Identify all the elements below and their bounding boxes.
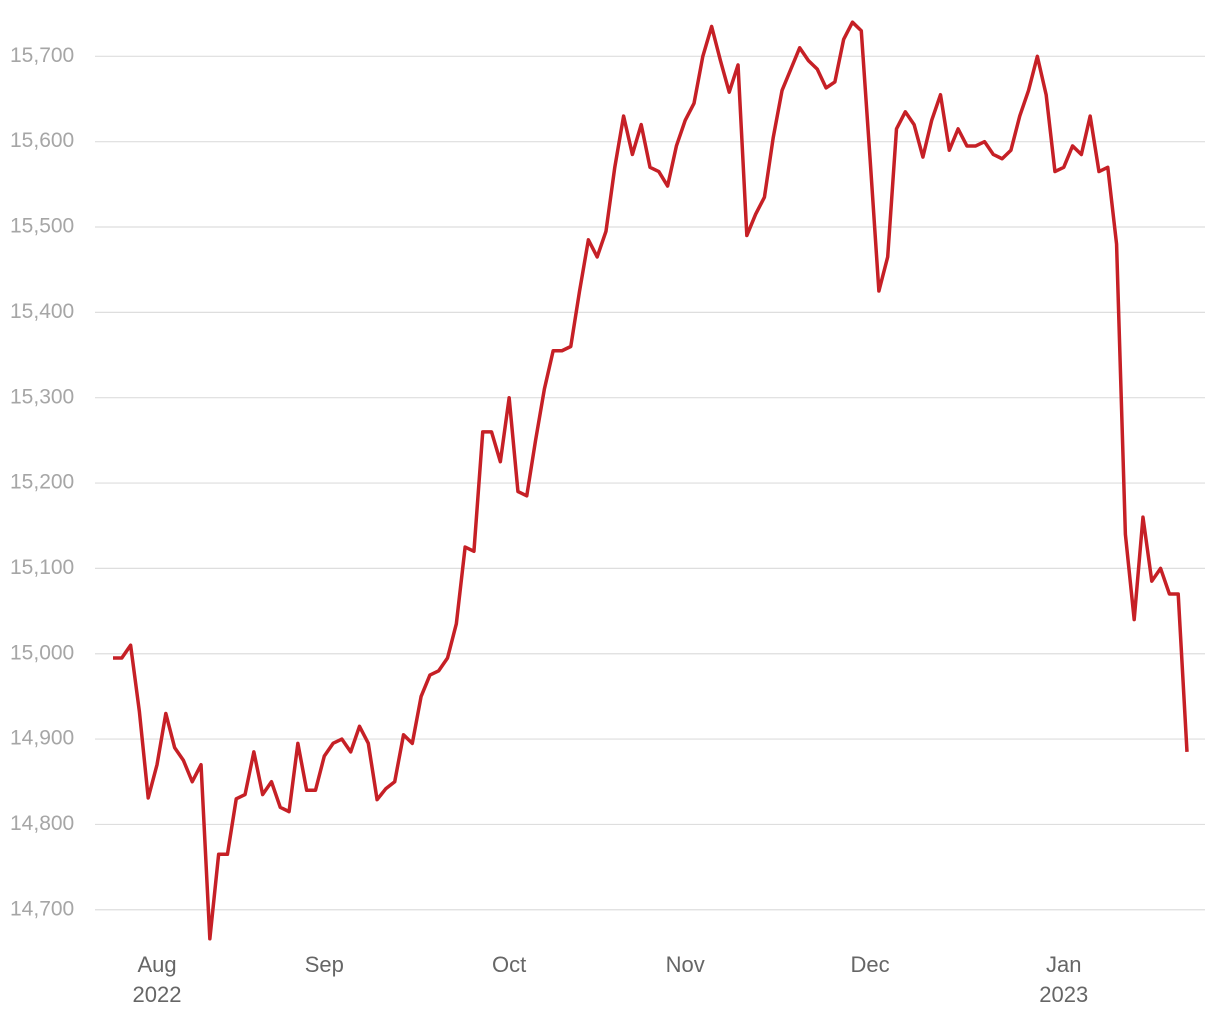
y-tick-label: 14,900 xyxy=(10,727,74,750)
y-tick-label: 15,200 xyxy=(10,471,74,494)
y-tick-label: 15,700 xyxy=(10,44,74,67)
x-tick-label: Dec xyxy=(851,952,890,977)
x-tick-label: Sep xyxy=(305,952,344,977)
y-tick-label: 15,000 xyxy=(10,641,74,664)
y-tick-label: 14,800 xyxy=(10,812,74,835)
y-tick-label: 15,100 xyxy=(10,556,74,579)
y-tick-label: 15,400 xyxy=(10,300,74,323)
y-tick-label: 15,500 xyxy=(10,215,74,238)
price-line xyxy=(113,20,1189,941)
x-tick-label: Aug 2022 xyxy=(133,952,182,1007)
y-tick-label: 14,700 xyxy=(10,897,74,920)
y-tick-label: 15,300 xyxy=(10,385,74,408)
x-tick-label: Nov xyxy=(666,952,705,977)
y-tick-label: 15,600 xyxy=(10,129,74,152)
x-tick-label: Jan 2023 xyxy=(1039,952,1088,1007)
x-tick-label: Oct xyxy=(492,952,526,977)
